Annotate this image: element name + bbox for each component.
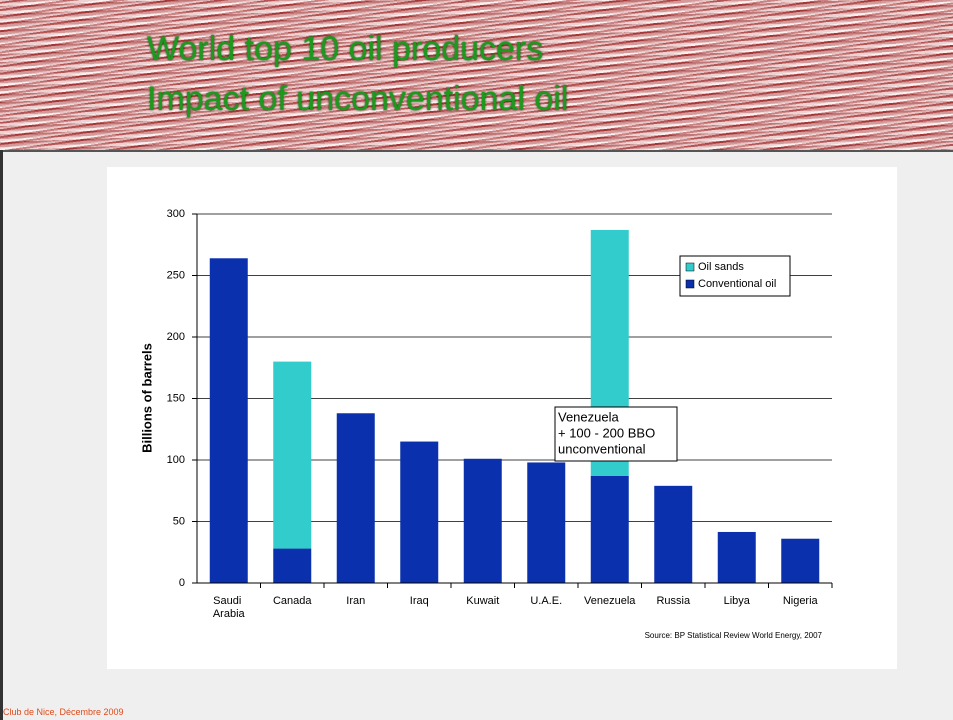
x-tick-label: Kuwait <box>466 595 499 607</box>
bar <box>336 413 375 583</box>
x-tick-label: Saudi Arabia <box>213 595 246 620</box>
annotation-box <box>554 406 678 462</box>
source: Source: BP Statistical Review World Ener… <box>645 631 823 640</box>
bar <box>273 548 312 583</box>
x-tick-label: Venezuela <box>584 595 636 607</box>
bar <box>209 258 248 583</box>
y-tick-label: 0 <box>179 577 185 589</box>
x-tick-label: Iran <box>346 595 365 607</box>
edge <box>0 150 3 720</box>
bar <box>590 475 629 583</box>
legend-box <box>679 255 791 297</box>
title: Impact of unconventional oil <box>147 80 569 118</box>
x-tick-label: U.A.E. <box>530 595 562 607</box>
bar <box>273 361 312 549</box>
footer: Club de Nice, Décembre 2009 <box>3 707 124 717</box>
x-tick-label: Iraq <box>410 595 429 607</box>
y-axis-label: Billions of barrels <box>139 343 154 453</box>
legend-swatch <box>685 262 695 272</box>
legend-label: Conventional oil <box>698 278 776 290</box>
x-tick-label: Russia <box>656 595 691 607</box>
title: World top 10 oil producers <box>147 30 544 68</box>
bar <box>400 441 439 583</box>
y-tick-label: 200 <box>167 331 185 343</box>
y-tick-label: 250 <box>167 269 185 281</box>
annotation-text: Venezuela <box>558 409 619 424</box>
y-tick-label: 100 <box>167 454 185 466</box>
legend-swatch <box>685 279 695 289</box>
bar <box>781 538 820 583</box>
y-tick-label: 50 <box>173 515 185 527</box>
x-tick-label: Libya <box>724 595 751 607</box>
annotation-text: unconventional <box>558 441 646 456</box>
legend-label: Oil sands <box>698 261 744 273</box>
bar <box>527 462 566 583</box>
bar <box>463 458 502 583</box>
y-tick-label: 300 <box>167 208 185 220</box>
y-tick-label: 150 <box>167 392 185 404</box>
banner <box>0 0 953 152</box>
bar <box>717 531 756 583</box>
annotation-text: + 100 - 200 BBO <box>558 425 655 440</box>
x-tick-label: Canada <box>273 595 312 607</box>
x-tick-label: Nigeria <box>783 595 819 607</box>
bar <box>654 485 693 583</box>
